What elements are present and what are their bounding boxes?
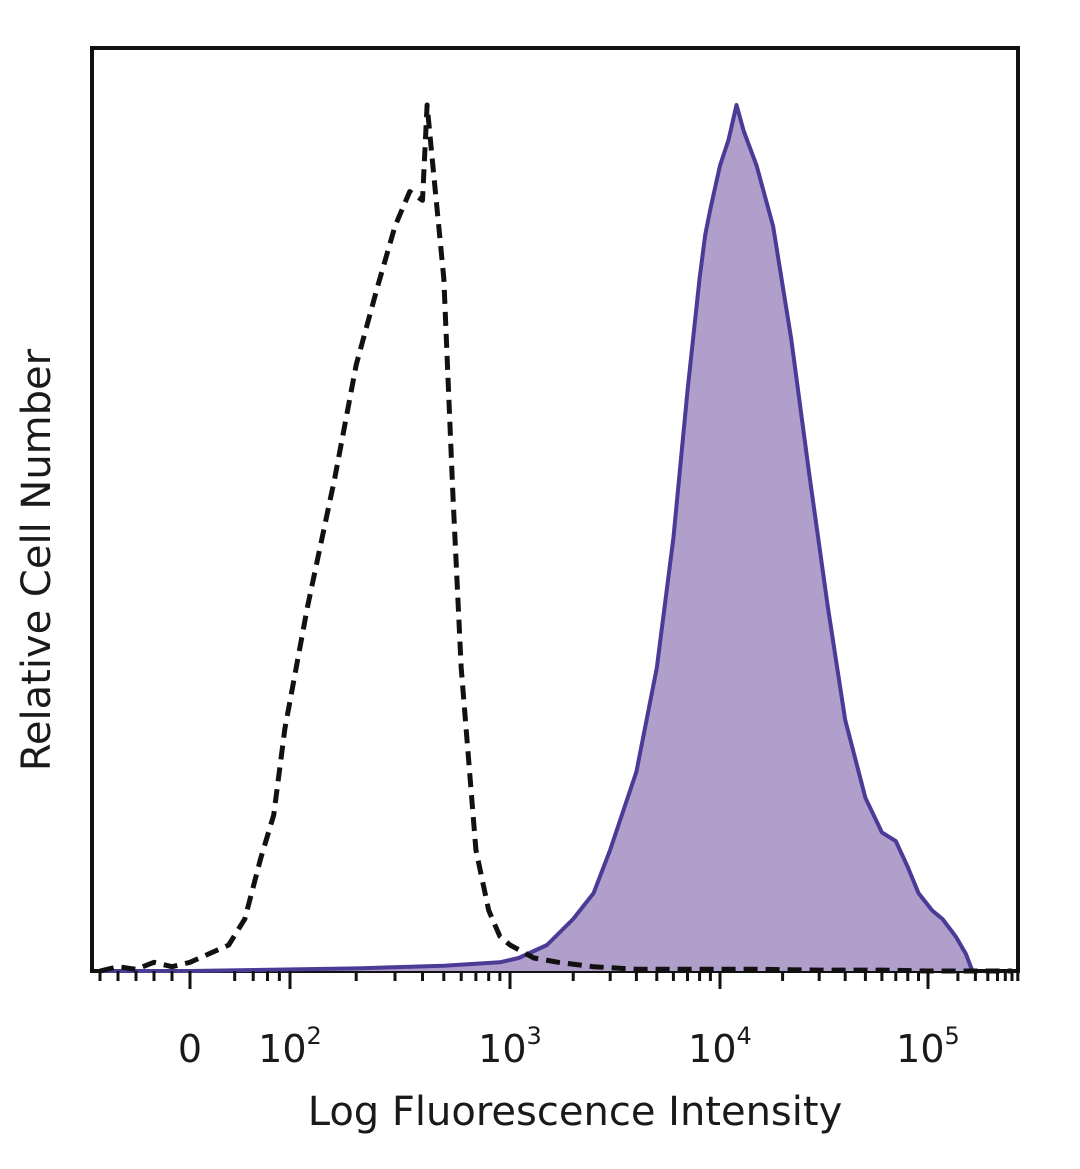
- x-tick-label-exponent: 3: [527, 1022, 542, 1050]
- dashed-histogram-line: [99, 102, 1012, 974]
- x-tick-label: 103: [478, 1022, 542, 1071]
- x-tick-label-exponent: 5: [945, 1022, 960, 1050]
- x-tick-label-base: 0: [178, 1027, 202, 1071]
- series-layer: [99, 102, 1012, 974]
- x-tick-label-exponent: 2: [307, 1022, 322, 1050]
- solid-histogram-line: [100, 103, 976, 973]
- x-tick-label-base: 10: [896, 1027, 944, 1071]
- x-tick-label: 104: [688, 1022, 752, 1071]
- x-tick-label-base: 10: [478, 1027, 526, 1071]
- x-axis-ticks: [98, 971, 1020, 989]
- filled-histogram-area: [100, 105, 976, 971]
- x-axis-tick-labels: 0 102 103 104 105: [178, 1022, 960, 1071]
- x-tick-label: 102: [258, 1022, 322, 1071]
- x-tick-label: 105: [896, 1022, 960, 1071]
- y-axis-label: Relative Cell Number: [14, 348, 60, 771]
- x-tick-label-base: 10: [258, 1027, 306, 1071]
- x-tick-label-exponent: 4: [737, 1022, 752, 1050]
- x-tick-label: 0: [178, 1027, 202, 1071]
- x-axis-label: Log Fluorescence Intensity: [308, 1089, 843, 1135]
- x-tick-label-base: 10: [688, 1027, 736, 1071]
